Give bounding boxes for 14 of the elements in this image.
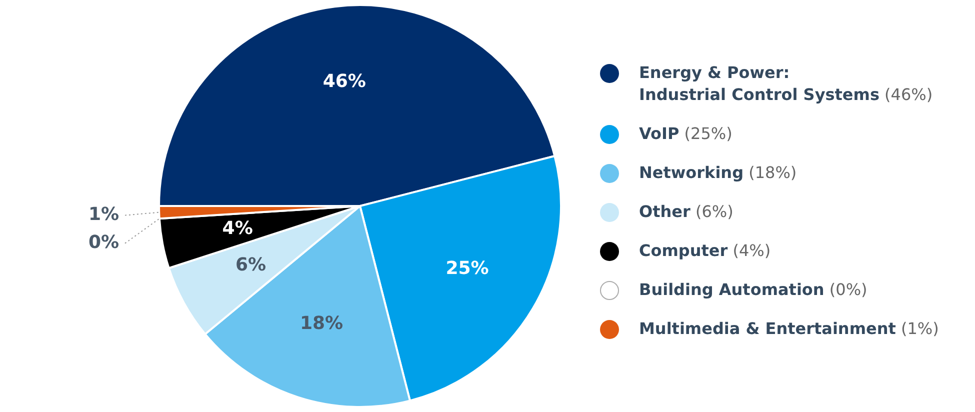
data-label: 4% — [222, 218, 253, 240]
text: 0% — [88, 232, 119, 253]
data-label: 46% — [322, 71, 366, 92]
data-label: 6% — [236, 254, 266, 276]
legend-label: VoIP (25%) — [639, 123, 732, 145]
legend-label: Computer (4%) — [639, 240, 771, 262]
legend-label: Multimedia & Entertainment (1%) — [639, 318, 939, 340]
legend-label: Networking (18%) — [639, 162, 797, 184]
legend-label: Energy & Power: Industrial Control Systems (46%) — [639, 62, 933, 106]
legend-label: Other (6%) — [639, 201, 734, 223]
legend-label: Building Automation (0%) — [639, 279, 868, 301]
data-label: 1% — [88, 204, 119, 225]
data-label: 25% — [446, 258, 489, 280]
data-label: 18% — [300, 313, 344, 334]
